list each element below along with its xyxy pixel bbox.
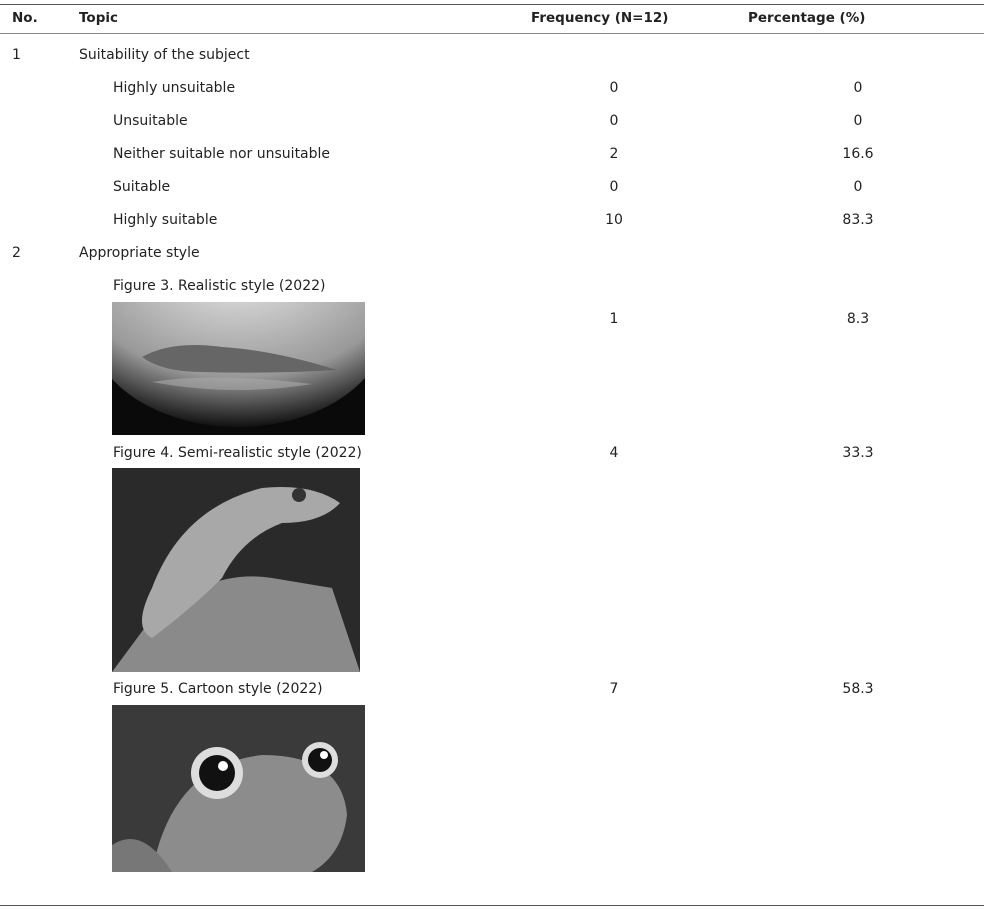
top-rule [0, 4, 984, 5]
percentage: 0 [853, 80, 863, 96]
frequency: 4 [609, 445, 619, 461]
header: No. [12, 10, 38, 26]
item-label: Unsuitable [113, 113, 188, 129]
percentage: 8.3 [846, 311, 870, 327]
item-label: Neither suitable nor unsuitable [113, 146, 331, 162]
row-number: 1 [12, 47, 21, 63]
header-rule [0, 33, 984, 34]
frequency: 0 [609, 80, 619, 96]
figure-image [112, 468, 360, 672]
frequency: 10 [605, 212, 623, 228]
frequency: 2 [609, 146, 619, 162]
percentage: 33.3 [842, 445, 874, 461]
topic: Appropriate style [79, 245, 200, 261]
bottom-rule [0, 905, 984, 906]
figure-image [112, 302, 365, 435]
percentage: 83.3 [842, 212, 874, 228]
percentage: 0 [853, 179, 863, 195]
topic: Suitability of the subject [79, 47, 250, 63]
header: Percentage (%) [748, 10, 866, 26]
figure-caption: Figure 3. Realistic style (2022) [113, 278, 326, 294]
frequency: 7 [609, 681, 619, 697]
row-number: 2 [12, 245, 21, 261]
item-label: Suitable [113, 179, 171, 195]
frequency: 0 [609, 113, 619, 129]
frequency: 0 [609, 179, 619, 195]
percentage: 16.6 [842, 146, 874, 162]
header: Frequency (N=12) [531, 10, 669, 26]
figure-caption: Figure 4. Semi-realistic style (2022) [113, 445, 362, 461]
item-label: Highly suitable [113, 212, 218, 228]
percentage: 0 [853, 113, 863, 129]
item-label: Highly unsuitable [113, 80, 236, 96]
frequency: 1 [609, 311, 619, 327]
percentage: 58.3 [842, 681, 874, 697]
figure-image [112, 705, 365, 872]
figure-caption: Figure 5. Cartoon style (2022) [113, 681, 323, 697]
header: Topic [79, 10, 118, 26]
